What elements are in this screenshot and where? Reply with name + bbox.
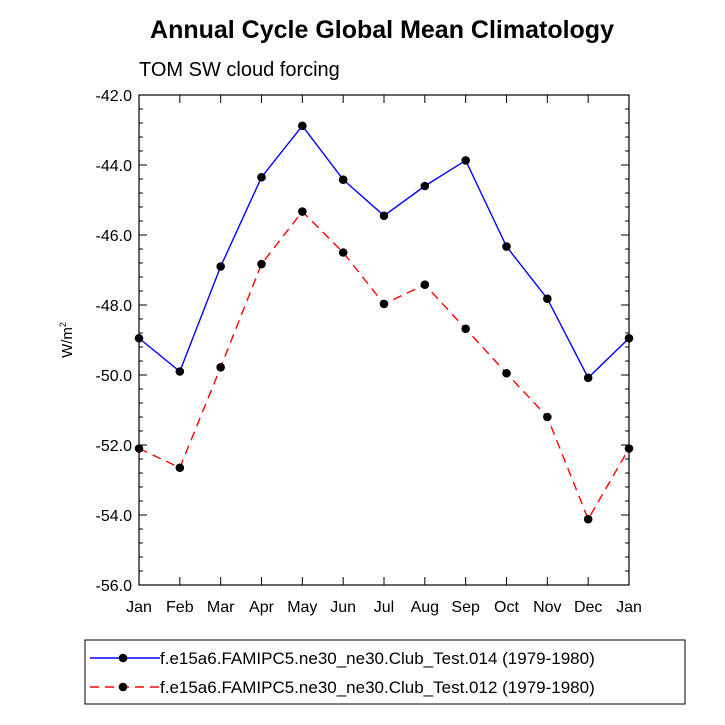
- data-point: [420, 181, 430, 191]
- x-tick-label: Jan: [616, 599, 642, 616]
- plot-frame: [138, 94, 630, 586]
- data-point: [543, 412, 552, 422]
- legend-label: f.e15a6.FAMIPC5.ne30_ne30.Club_Test.014 …: [160, 649, 595, 668]
- legend-marker: [118, 653, 128, 663]
- y-axis-label-unit: W/m: [59, 327, 76, 358]
- y-tick-label: -42.0: [96, 88, 133, 105]
- data-point: [502, 368, 511, 378]
- data-point: [420, 280, 430, 290]
- data-point: [216, 262, 225, 271]
- legend-entry: f.e15a6.FAMIPC5.ne30_ne30.Club_Test.014 …: [90, 649, 595, 668]
- y-tick-label: -56.0: [96, 578, 133, 595]
- data-point: [175, 367, 185, 376]
- data-point: [216, 363, 225, 372]
- data-point: [298, 207, 307, 216]
- x-tick-label: Mar: [207, 599, 235, 616]
- x-tick-labels: Jan Feb Mar Apr May Jun Jul Aug Sep Oct Nov Dec Jan: [126, 599, 642, 616]
- legend-marker: [118, 682, 128, 692]
- y-tick-label: -44.0: [96, 158, 133, 175]
- data-point: [298, 121, 307, 131]
- data-point: [502, 242, 511, 251]
- axis-ticks: [138, 94, 630, 586]
- x-tick-label: Apr: [249, 599, 275, 616]
- x-tick-label: Oct: [494, 599, 519, 616]
- x-tick-label: Aug: [411, 599, 439, 616]
- data-point: [379, 299, 389, 309]
- data-point: [583, 373, 593, 383]
- data-point: [543, 294, 552, 304]
- data-point: [379, 211, 389, 221]
- data-point: [461, 324, 470, 334]
- y-tick-label: -50.0: [96, 368, 133, 385]
- data-point: [461, 156, 470, 165]
- y-axis-label: W/m2: [58, 322, 76, 358]
- x-tick-label: Dec: [574, 599, 602, 616]
- x-tick-label: May: [287, 599, 317, 616]
- x-tick-label: Sep: [451, 599, 480, 616]
- data-point: [338, 248, 348, 257]
- data-point: [257, 259, 266, 269]
- data-point: [175, 463, 185, 473]
- chart-subtitle: TOM SW cloud forcing: [139, 59, 340, 81]
- data-point: [583, 514, 593, 524]
- x-tick-label: Jan: [126, 599, 152, 616]
- series-line: [138, 124, 630, 379]
- x-tick-label: Nov: [533, 599, 561, 616]
- y-tick-label: -54.0: [96, 508, 133, 525]
- data-point: [338, 175, 348, 184]
- chart-title: Annual Cycle Global Mean Climatology: [150, 16, 614, 44]
- series-group: [134, 121, 634, 524]
- legend: f.e15a6.FAMIPC5.ne30_ne30.Club_Test.014 …: [84, 639, 686, 705]
- series-2: [134, 207, 634, 524]
- x-tick-label: Jul: [374, 599, 394, 616]
- legend-box: [84, 639, 686, 705]
- y-tick-label: -48.0: [96, 298, 133, 315]
- data-point: [257, 172, 266, 182]
- x-tick-label: Jun: [330, 599, 356, 616]
- y-tick-label: -52.0: [96, 438, 133, 455]
- y-tick-labels: -42.0 -44.0 -46.0 -48.0 -50.0 -52.0 -54.0 -56.0: [96, 88, 133, 595]
- y-tick-label: -46.0: [96, 228, 133, 245]
- y-axis-label-superscript: 2: [58, 322, 68, 327]
- legend-label: f.e15a6.FAMIPC5.ne30_ne30.Club_Test.012 …: [160, 678, 595, 697]
- legend-entry: f.e15a6.FAMIPC5.ne30_ne30.Club_Test.012 …: [90, 678, 595, 697]
- series-line: [138, 210, 630, 521]
- x-tick-label: Feb: [166, 599, 194, 616]
- series-1: [134, 121, 634, 383]
